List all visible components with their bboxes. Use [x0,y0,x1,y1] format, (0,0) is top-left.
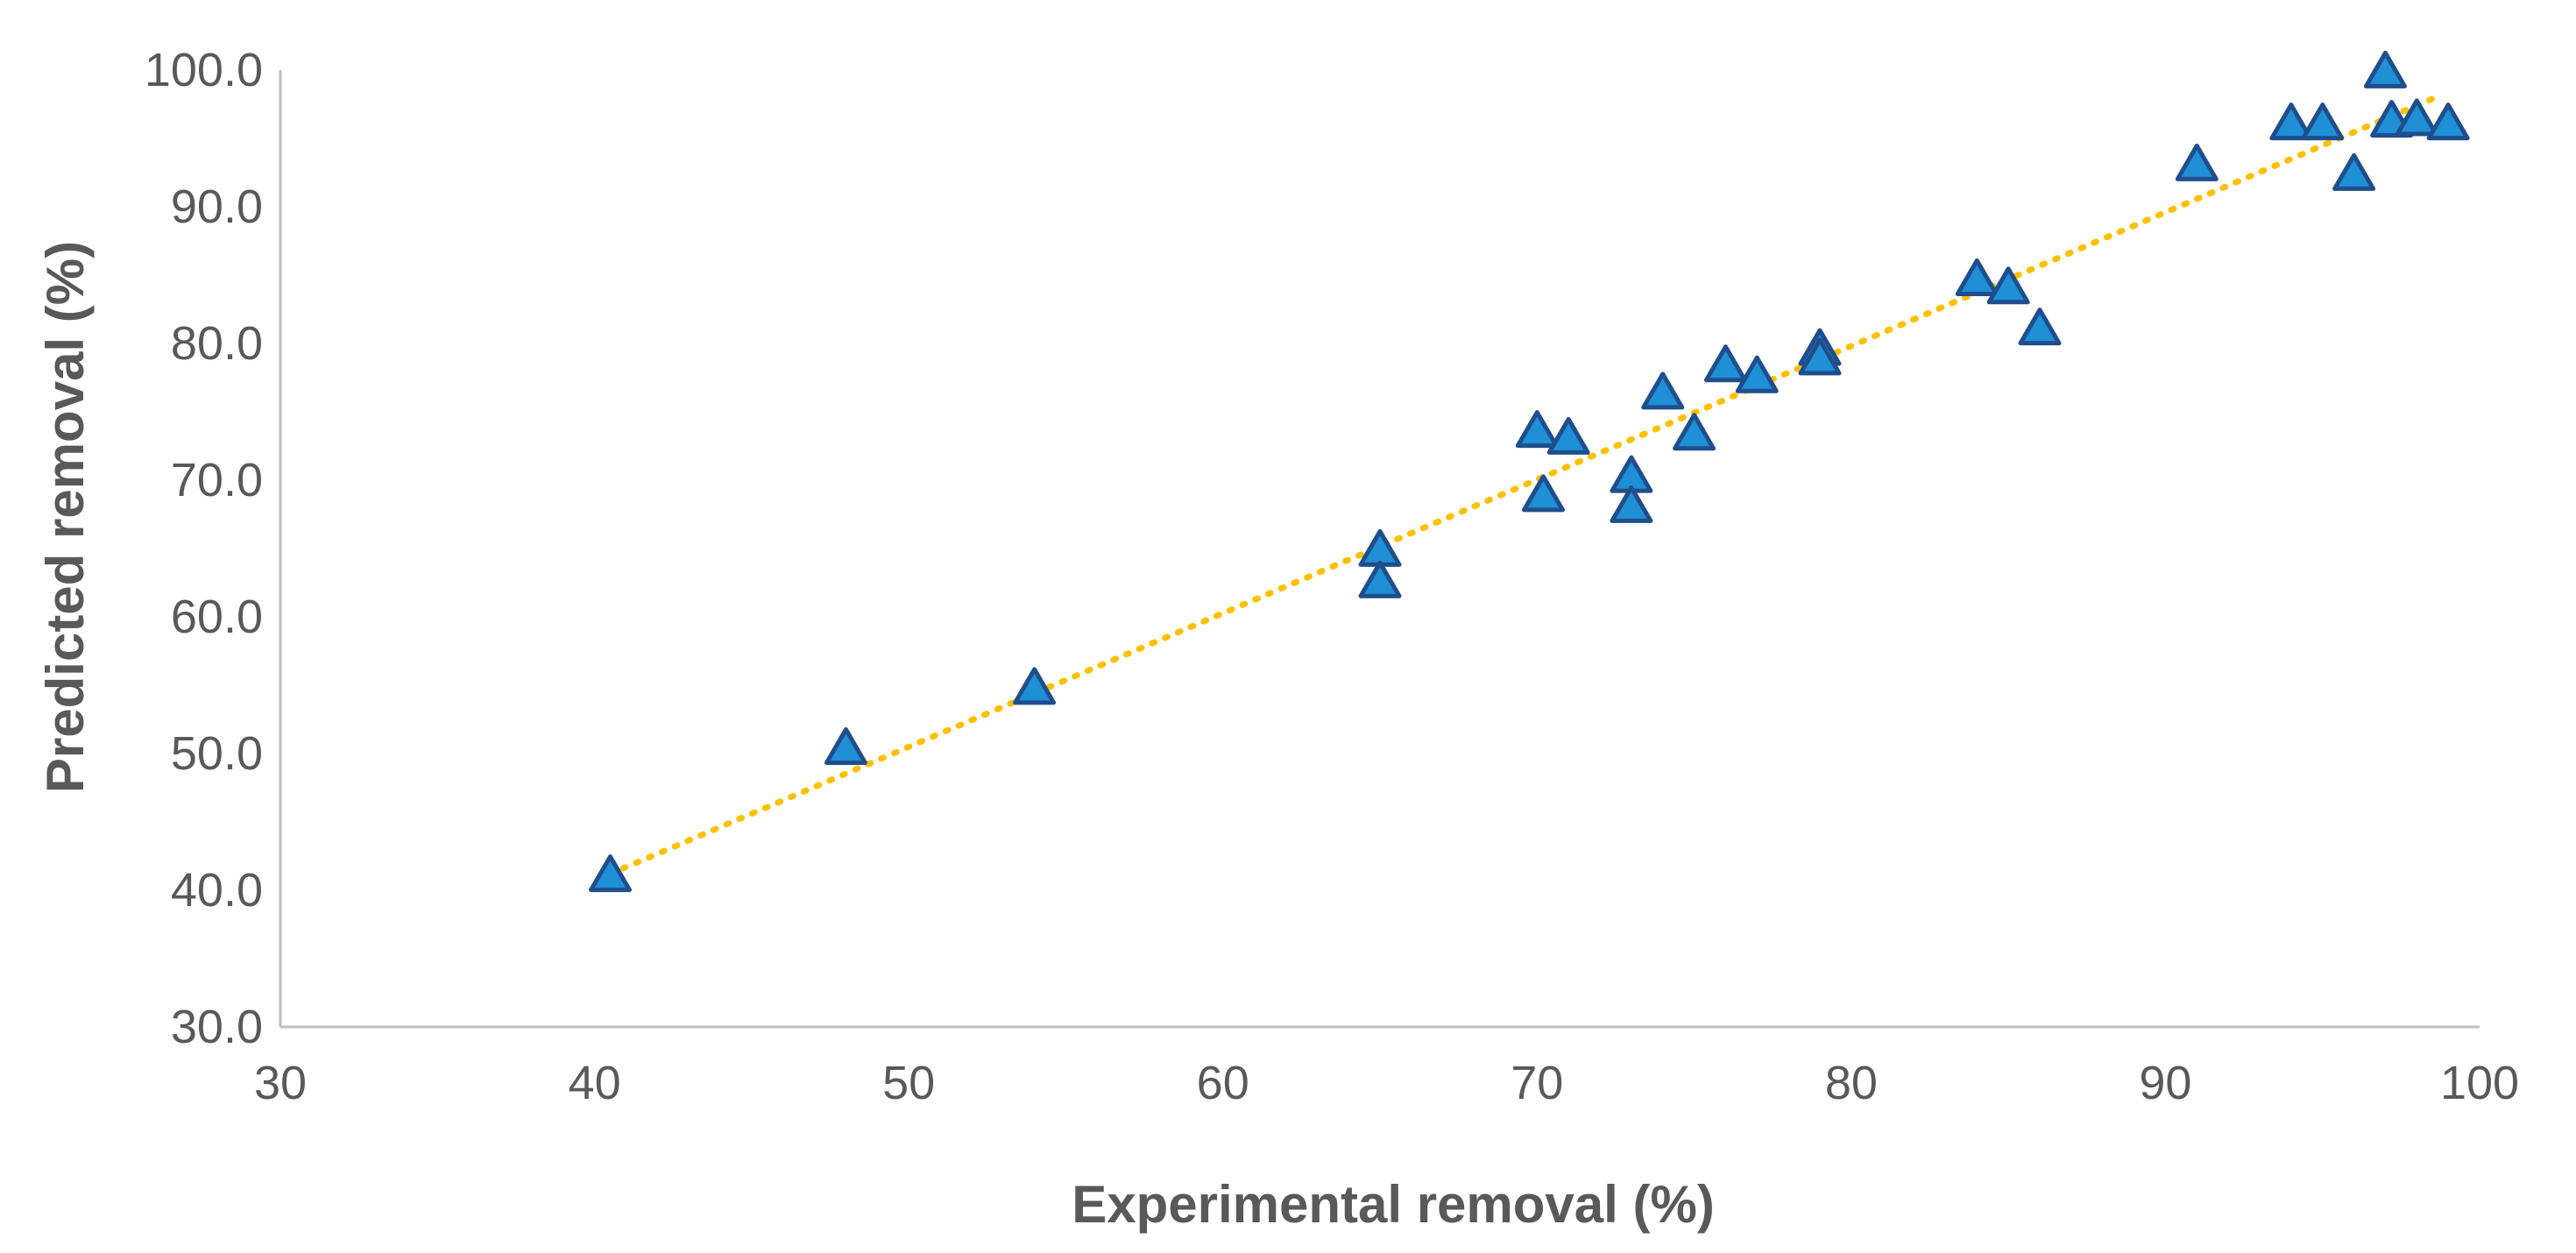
y-tick-label: 30.0 [171,1001,263,1053]
data-point [2363,50,2407,88]
y-tick-label: 50.0 [171,727,263,780]
data-point [2018,308,2062,346]
data-points [589,50,2470,893]
trendline-layer [607,91,2445,877]
data-point [1013,667,1057,705]
data-point [1986,266,2030,305]
x-tick-label: 90 [2139,1057,2191,1109]
x-tick-label: 70 [1511,1057,1563,1109]
y-axis-title: Predicted removal (%) [36,241,95,793]
data-point [2426,103,2470,141]
x-tick-label: 80 [1825,1057,1878,1109]
data-point [1358,560,1402,598]
data-point [1673,413,1716,451]
y-tick-label: 40.0 [171,864,263,917]
data-point [2395,98,2438,137]
data-point [2175,143,2219,181]
x-tick-label: 100 [2440,1057,2519,1109]
x-axis-title: Experimental removal (%) [1072,1175,1715,1234]
trendline [607,91,2445,877]
data-point [1521,474,1565,513]
data-point [1610,485,1653,523]
data-point [1703,344,1747,383]
x-tick-label: 30 [254,1057,307,1109]
data-point [1641,372,1685,410]
data-point [2332,152,2376,191]
y-tick-label: 90.0 [171,181,263,233]
y-tick-label: 80.0 [171,317,263,370]
data-point [2301,103,2345,141]
data-point [2269,103,2313,141]
y-tick-label: 60.0 [171,591,263,643]
data-point [1955,258,1999,296]
y-tick-label: 70.0 [171,454,263,506]
data-point [824,727,867,766]
data-point [1515,410,1559,449]
data-point [589,854,632,893]
x-tick-label: 60 [1197,1057,1249,1109]
axes [279,70,2480,1029]
x-tick-label: 40 [569,1057,621,1109]
tick-labels: 30 40 50 60 70 80 90 100 30.0 40.0 50.0 60.0 70.0 80.… [145,44,2519,1109]
data-point [1798,337,1842,376]
data-point [1546,416,1590,455]
data-point [1735,355,1779,393]
data-point [1358,528,1402,567]
x-tick-label: 50 [882,1057,935,1109]
y-tick-label: 100.0 [145,44,263,96]
